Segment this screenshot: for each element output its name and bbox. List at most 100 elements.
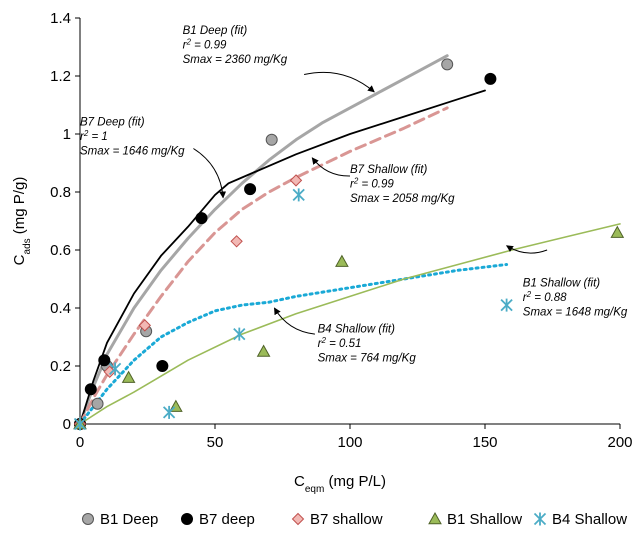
legend-item-b7-deep: B7 deep — [181, 511, 255, 528]
y-tick-label: 0.8 — [50, 184, 71, 201]
x-axis-title: Ceqm (mg P/L) — [294, 473, 386, 495]
annotation-r-value: = 0.88 — [531, 292, 567, 304]
annotation-sup: 2 — [185, 37, 191, 46]
data-point-b7-shallow — [289, 174, 303, 187]
data-point-b1-shallow — [121, 370, 136, 383]
data-point-b1-shallow — [256, 344, 271, 357]
data-point-b7-deep — [156, 360, 169, 372]
annotation-arrow — [311, 157, 351, 177]
data-point-b4-shallow — [162, 405, 176, 419]
annotation-line: Smax = 764 mg/Kg — [318, 353, 417, 365]
annotation-line: r2 = 0.99 — [350, 176, 394, 191]
annotation-line: B7 Deep (fit) — [80, 116, 145, 128]
legend-label-b7-deep: B7 deep — [199, 511, 255, 528]
data-point-b7-deep — [484, 72, 497, 85]
data-point-b7-deep — [98, 354, 111, 367]
annotation-arrow — [273, 307, 315, 335]
x-tick-label: 150 — [472, 434, 497, 451]
legend-marker-b7-shallow — [291, 512, 305, 526]
data-point-b1-shallow — [610, 225, 625, 238]
x-tick-label: 100 — [337, 434, 362, 451]
legend-item-b4-shallow: B4 Shallow — [533, 511, 627, 528]
y-tick-label: 0.2 — [50, 358, 71, 375]
data-point-b7-deep — [195, 212, 208, 225]
data-point-b4-shallow — [292, 188, 305, 202]
y-tick-label: 1.4 — [50, 10, 71, 27]
y-tick-label: 0.4 — [50, 300, 71, 317]
annotation-r: r — [523, 292, 528, 304]
annotation-line: r2 = 0.51 — [318, 336, 362, 351]
data-point-b7-shallow — [138, 319, 152, 332]
legend-item-b7-shallow: B7 shallow — [291, 511, 383, 528]
y-axis-title-rest: (mg P/g) — [11, 177, 28, 239]
x-tick-label: 50 — [207, 434, 224, 451]
annotation-r: r — [318, 338, 323, 350]
data-point-b4-shallow — [108, 362, 122, 376]
annotation-line: Smax = 1646 mg/Kg — [80, 145, 185, 157]
y-tick-label: 0 — [63, 416, 71, 433]
annotation-line: Smax = 2360 mg/Kg — [183, 54, 288, 66]
fit-line-b7-deep-fit — [79, 89, 486, 425]
x-axis-title-rest: (mg P/L) — [324, 473, 386, 490]
annotation-line: B7 Shallow (fit) — [350, 164, 428, 176]
x-axis-title-sub: eqm — [305, 484, 324, 495]
annotation-r-value: = 1 — [88, 131, 108, 143]
legend-label-b7-shallow: B7 shallow — [310, 511, 383, 528]
fit-line-b4-shallow-fit — [78, 263, 509, 426]
annotation-line: B1 Deep (fit) — [183, 25, 248, 37]
annotation-line: B4 Shallow (fit) — [318, 324, 396, 336]
data-point-b4-shallow — [233, 327, 246, 341]
annotation-sup: 2 — [83, 128, 89, 137]
data-point-b1-deep — [265, 133, 278, 146]
legend-marker-b1-shallow — [428, 511, 442, 525]
data-point-b4-shallow — [73, 417, 87, 431]
fit-line-b1-deep-fit — [78, 54, 449, 426]
annotation-line: B1 Shallow (fit) — [523, 277, 601, 289]
data-point-b7-shallow — [230, 235, 243, 248]
y-tick-label: 1.2 — [50, 68, 71, 85]
annotation-sup: 2 — [353, 176, 359, 185]
data-point-b7-deep — [244, 183, 257, 196]
legend-item-b1-deep: B1 Deep — [82, 511, 158, 528]
annotation-line: r2 = 1 — [80, 128, 108, 143]
fit-line-b1-shallow-fit — [79, 223, 621, 425]
y-tick-label: 0.6 — [50, 242, 71, 259]
annotation-line: Smax = 1648 mg/Kg — [523, 306, 628, 318]
legend-label-b1-deep: B1 Deep — [100, 511, 158, 528]
annotation-line: r2 = 0.99 — [183, 37, 227, 52]
annotation-arrow — [193, 148, 227, 199]
legend-marker-b1-deep — [82, 513, 94, 525]
annotation-r-value: = 0.51 — [326, 338, 362, 350]
annotation-r: r — [80, 131, 85, 143]
annotation-sup: 2 — [320, 336, 326, 345]
legend-label-b4-shallow: B4 Shallow — [552, 511, 627, 528]
y-tick-label: 1 — [63, 126, 71, 143]
annotation-r: r — [183, 39, 188, 51]
legend-marker-b4-shallow — [533, 512, 547, 526]
annotation-line: r2 = 0.88 — [523, 289, 567, 304]
annotation-r-value: = 0.99 — [191, 39, 227, 51]
legend: B1 Deep B7 deep B7 shallow B1 Shallow B4 Sha… — [82, 511, 627, 528]
annotation-arrow — [506, 245, 548, 254]
data-point-b1-deep — [441, 58, 454, 71]
data-point-b1-shallow — [335, 254, 349, 267]
data-point-b4-shallow — [500, 298, 513, 312]
data-point-b7-deep — [84, 383, 97, 396]
y-axis-title: Cads (mg P/g) — [11, 177, 33, 266]
x-tick-label: 200 — [607, 434, 632, 451]
y-axis-title-main: C — [11, 254, 28, 265]
annotation-r: r — [350, 179, 355, 191]
legend-item-b1-shallow: B1 Shallow — [428, 511, 522, 528]
x-tick-label: 0 — [76, 434, 84, 451]
legend-marker-b7-deep — [181, 513, 193, 525]
annotation-arrow — [303, 71, 375, 93]
data-point-b1-deep — [91, 397, 104, 410]
annotation-sup: 2 — [526, 289, 532, 298]
